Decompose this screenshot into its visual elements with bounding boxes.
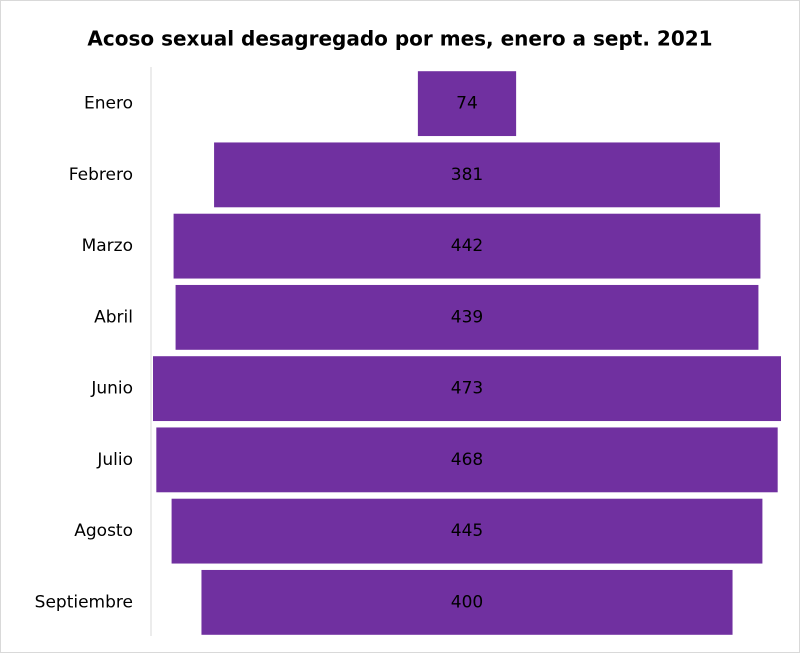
funnel-bar: [175, 284, 759, 350]
category-label: Septiembre: [35, 592, 133, 612]
data-label: 442: [451, 236, 483, 256]
funnel-bar: [201, 569, 733, 635]
funnel-bar: [156, 427, 778, 493]
chart-title: Acoso sexual desagregado por mes, enero …: [87, 27, 712, 51]
category-label: Enero: [84, 94, 133, 114]
funnel-bar: [214, 142, 720, 208]
category-label: Febrero: [69, 165, 133, 185]
funnel-bar: [153, 356, 781, 422]
data-label: 74: [456, 94, 478, 114]
funnel-bar: [417, 71, 517, 137]
data-label: 468: [451, 450, 483, 470]
data-label: 439: [451, 307, 483, 327]
category-label: Agosto: [74, 521, 133, 541]
category-label: Julio: [96, 450, 133, 470]
funnel-bar: [171, 498, 763, 564]
funnel-bar: [173, 213, 761, 279]
data-label: 400: [451, 592, 483, 612]
category-label: Junio: [90, 379, 133, 399]
data-label: 445: [451, 521, 483, 541]
data-label: 473: [451, 379, 483, 399]
data-label: 381: [451, 165, 483, 185]
category-label: Abril: [94, 307, 133, 327]
category-label: Marzo: [82, 236, 133, 256]
